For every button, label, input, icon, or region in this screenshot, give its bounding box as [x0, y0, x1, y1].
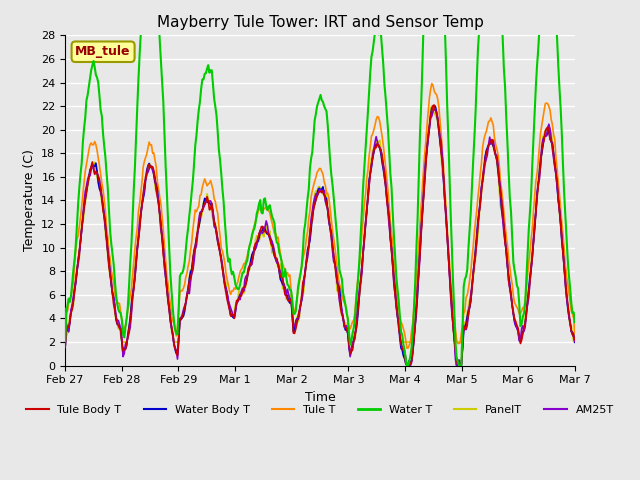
Legend: Tule Body T, Water Body T, Tule T, Water T, PanelT, AM25T: Tule Body T, Water Body T, Tule T, Water…: [22, 401, 618, 420]
Title: Mayberry Tule Tower: IRT and Sensor Temp: Mayberry Tule Tower: IRT and Sensor Temp: [157, 15, 483, 30]
Text: MB_tule: MB_tule: [76, 45, 131, 58]
X-axis label: Time: Time: [305, 391, 335, 404]
Y-axis label: Temperature (C): Temperature (C): [22, 150, 36, 252]
